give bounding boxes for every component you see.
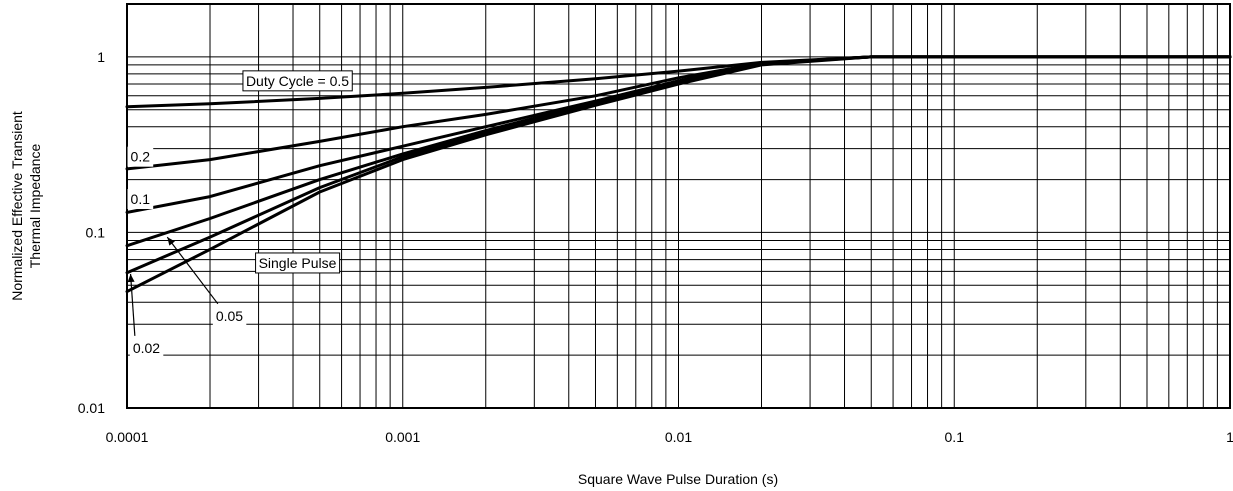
annotation-leader-line [129, 273, 136, 336]
curve-label: Single Pulse [259, 255, 337, 271]
series-group [125, 55, 1232, 294]
annotation-arrowhead [127, 273, 135, 283]
curve-annotations: Duty Cycle = 0.5 0.2 0.1 Single Pulse 0.05 0.… [127, 70, 353, 358]
curve-label: 0.02 [133, 340, 160, 356]
y-tick-label: 1 [97, 49, 105, 65]
x-tick-label: 0.01 [665, 429, 692, 445]
y-axis-title-line-2: Thermal Impedance [27, 144, 43, 269]
curve-label-background [127, 189, 154, 210]
x-tick-label: 0.001 [385, 429, 420, 445]
curve-label-background [255, 252, 341, 274]
curve-label: Duty Cycle = 0.5 [246, 73, 349, 89]
x-tick-label: 1 [1226, 429, 1233, 445]
curve-label: 0.2 [131, 149, 151, 165]
x-tick-label: 0.0001 [106, 429, 149, 445]
curve-label-background [242, 70, 353, 92]
annotation-leader-line [166, 236, 219, 305]
y-tick-label: 0.1 [86, 224, 106, 240]
curve-label: 0.1 [131, 191, 151, 207]
curve-label-background [129, 337, 164, 358]
plot-frame [126, 3, 1231, 409]
x-axis-title: Square Wave Pulse Duration (s) [578, 471, 778, 487]
x-tick-label: 0.1 [945, 429, 965, 445]
curve-label: 0.05 [216, 308, 243, 324]
curve-label-background [127, 146, 154, 167]
curve-label-background [212, 305, 247, 326]
y-tick-label: 0.01 [78, 400, 105, 416]
y-axis-title-line-1: Normalized Effective Transient [9, 111, 25, 301]
series-line-5 [125, 55, 1232, 294]
tick-labels: 0.0001 0.001 0.01 0.1 1 0.01 0.1 1 [78, 49, 1233, 445]
annotation-arrowhead [167, 237, 175, 246]
